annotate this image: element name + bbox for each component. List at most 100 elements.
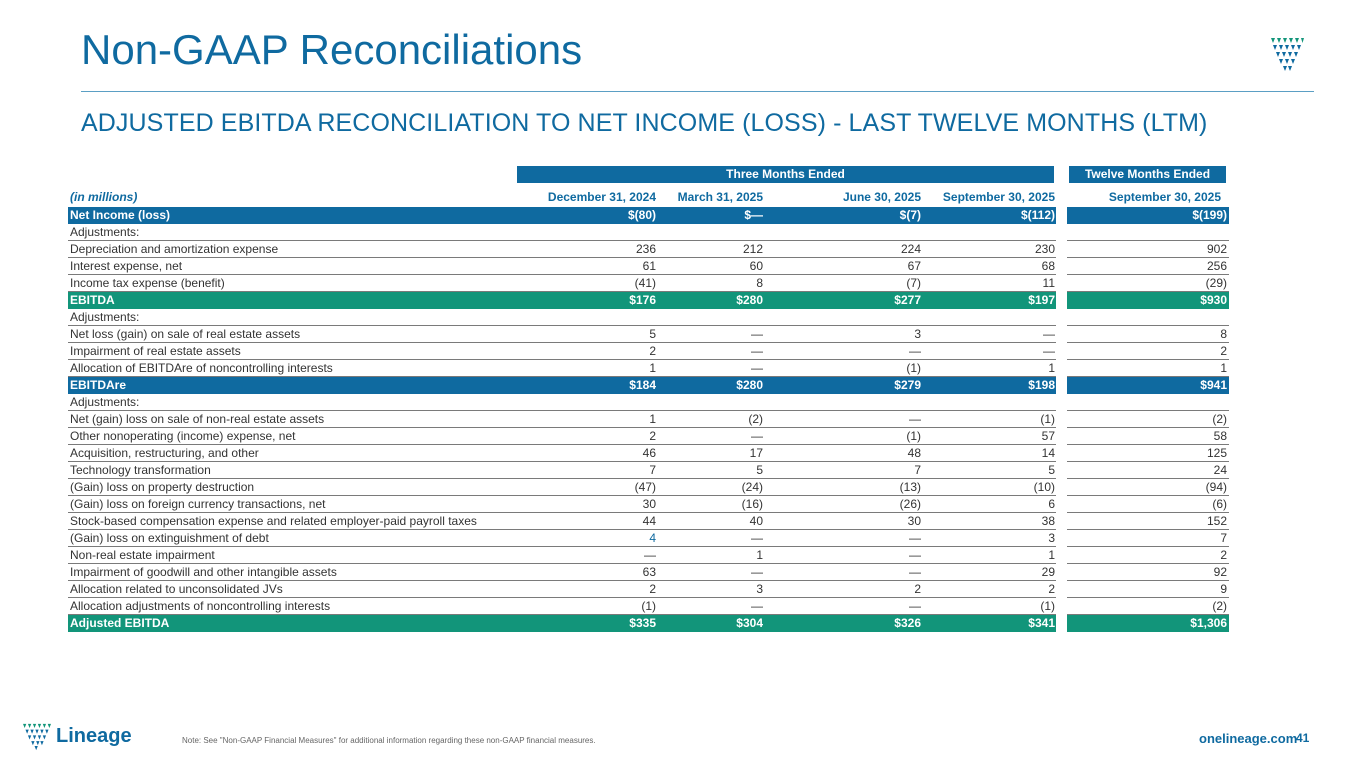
row-label: Adjustments:: [70, 395, 140, 409]
cell-value: 8: [1220, 327, 1227, 341]
cell-value: —: [909, 548, 921, 562]
cell-value: 24: [1213, 463, 1227, 477]
cell-value: 125: [1206, 446, 1227, 460]
cell-value: 7: [914, 463, 921, 477]
row-divider-ltm: [1067, 614, 1229, 615]
row-divider: [68, 410, 1056, 411]
cell-value: $279: [894, 378, 921, 392]
row-divider-ltm: [1067, 342, 1229, 343]
cell-value: 1: [1048, 548, 1055, 562]
cell-value: —: [909, 412, 921, 426]
row-divider-ltm: [1067, 427, 1229, 428]
cell-value: 92: [1213, 565, 1227, 579]
row-background-ltm: [1067, 581, 1229, 598]
cell-value: 14: [1041, 446, 1055, 460]
brand-wordmark: Lineage: [56, 725, 132, 747]
row-divider: [68, 291, 1056, 292]
row-divider: [68, 359, 1056, 360]
footnote: Note: See "Non-GAAP Financial Measures" …: [182, 736, 596, 745]
table-row: (Gain) loss on property destruction (47) (…: [68, 479, 1229, 496]
row-divider: [68, 597, 1056, 598]
cell-value: 5: [1048, 463, 1055, 477]
cell-value: 2: [649, 344, 656, 358]
lineage-footer-logo-icon: [23, 723, 51, 751]
cell-value: 60: [749, 259, 763, 273]
row-background-ltm: [1067, 309, 1229, 326]
cell-value: 212: [742, 242, 763, 256]
row-background-ltm: [1067, 411, 1229, 428]
cell-value: 236: [635, 242, 656, 256]
cell-value: $—: [744, 208, 763, 222]
row-background-ltm: [1067, 445, 1229, 462]
row-background-ltm: [1067, 598, 1229, 615]
row-divider: [68, 240, 1056, 241]
row-divider-ltm: [1067, 257, 1229, 258]
row-label: Impairment of real estate assets: [70, 344, 241, 358]
table-row: Technology transformation 7 5 7 5 24: [68, 462, 1229, 479]
cell-value: —: [751, 429, 763, 443]
row-divider-ltm: [1067, 529, 1229, 530]
cell-value: $184: [629, 378, 656, 392]
row-divider-ltm: [1067, 495, 1229, 496]
cell-value: 57: [1041, 429, 1055, 443]
cell-value: (2): [1212, 412, 1227, 426]
cell-value: (41): [634, 276, 656, 290]
cell-value: $1,306: [1190, 616, 1227, 630]
row-background-ltm: [1067, 207, 1229, 224]
row-divider: [68, 512, 1056, 513]
row-divider: [68, 461, 1056, 462]
row-background-ltm: [1067, 496, 1229, 513]
row-label: Net (gain) loss on sale of non-real esta…: [70, 412, 325, 426]
cell-value: 11: [1042, 276, 1055, 290]
column-header-jun-2025: June 30, 2025: [842, 190, 921, 204]
row-background-ltm: [1067, 360, 1229, 377]
cell-value: $(199): [1192, 208, 1227, 222]
cell-value: —: [909, 344, 921, 358]
row-background-ltm: [1067, 326, 1229, 343]
row-divider-ltm: [1067, 444, 1229, 445]
table-row: EBITDA $176 $280 $277 $197 $930: [68, 292, 1229, 309]
cell-value: 30: [642, 497, 656, 511]
cell-value: (7): [906, 276, 921, 290]
cell-value: 44: [642, 514, 656, 528]
cell-value: 68: [1041, 259, 1055, 273]
table-row: Adjustments:: [68, 224, 1229, 241]
column-header-dec-2024: December 31, 2024: [547, 190, 656, 204]
row-background: [68, 292, 1056, 309]
row-background-ltm: [1067, 513, 1229, 530]
row-label: Allocation adjustments of noncontrolling…: [70, 599, 331, 613]
cell-value: $176: [629, 293, 656, 307]
website-link[interactable]: onelineage.com: [1199, 731, 1298, 746]
cell-value: 1: [756, 548, 763, 562]
row-divider: [68, 478, 1056, 479]
cell-value: (1): [906, 429, 921, 443]
cell-value: —: [751, 344, 763, 358]
cell-value: 4: [649, 531, 656, 545]
row-label: Technology transformation: [70, 463, 211, 477]
row-divider: [68, 427, 1056, 428]
row-divider: [68, 274, 1056, 275]
cell-value: 2: [649, 582, 656, 596]
cell-value: $341: [1028, 616, 1055, 630]
cell-value: (26): [899, 497, 921, 511]
row-label: Net loss (gain) on sale of real estate a…: [70, 327, 301, 341]
row-background: [68, 309, 1056, 326]
section-subtitle: ADJUSTED EBITDA RECONCILIATION TO NET IN…: [81, 109, 1208, 137]
cell-value: $326: [894, 616, 921, 630]
row-label: Adjustments:: [70, 225, 140, 239]
row-divider: [68, 580, 1056, 581]
cell-value: $304: [736, 616, 763, 630]
row-background: [68, 394, 1056, 411]
cell-value: 61: [642, 259, 656, 273]
cell-value: $280: [736, 378, 763, 392]
row-divider-ltm: [1067, 274, 1229, 275]
row-background: [68, 207, 1056, 224]
row-divider: [68, 495, 1056, 496]
row-background-ltm: [1067, 462, 1229, 479]
cell-value: (2): [748, 412, 763, 426]
cell-value: (47): [634, 480, 656, 494]
cell-value: 2: [1220, 344, 1227, 358]
cell-value: 224: [900, 242, 921, 256]
cell-value: 5: [756, 463, 763, 477]
page-number: 41: [1296, 731, 1310, 745]
